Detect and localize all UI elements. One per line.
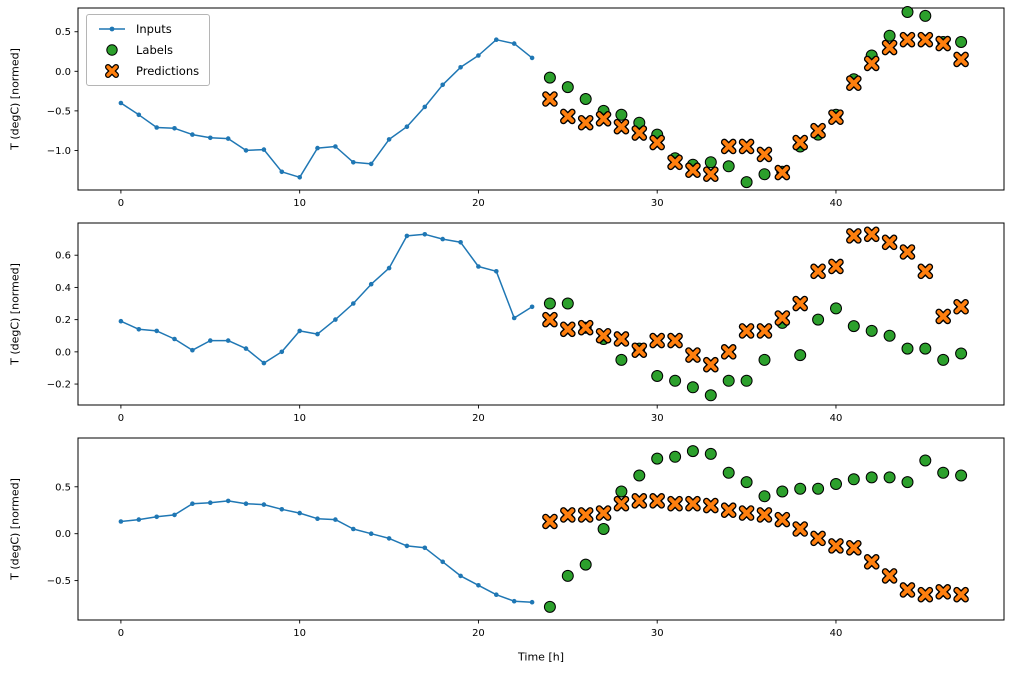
- x-tick-label: 30: [651, 198, 664, 209]
- x-tick-label: 10: [293, 413, 306, 424]
- subplot-1: 0 10 20 30 40 0.5 0.0 −0.5 −1.0: [47, 6, 1005, 209]
- legend-label-predictions: Predictions: [136, 64, 200, 78]
- labels-circle-icon: [106, 44, 118, 56]
- y-tick-label: 0.2: [55, 315, 71, 326]
- ylabel-subplot-2: T (degC) [normed]: [8, 263, 22, 365]
- labels-series: [543, 297, 968, 402]
- x-tick-label: 0: [118, 198, 124, 209]
- y-tick-label: 0.4: [55, 283, 71, 294]
- inputs-series: [118, 498, 535, 605]
- y-tick-label: 0.5: [55, 482, 71, 493]
- predictions-series: [542, 493, 969, 603]
- x-tick-label: 10: [293, 198, 306, 209]
- x-tick-label: 0: [118, 628, 124, 639]
- x-tick-label: 0: [118, 413, 124, 424]
- legend-item-inputs: Inputs: [97, 22, 199, 36]
- subplot-3: 0 10 20 30 40 0.5 0.0 −0.5: [47, 437, 1005, 639]
- x-tick-label: 40: [830, 198, 843, 209]
- x-tick-label: 20: [472, 628, 485, 639]
- y-tick-label: −0.5: [47, 106, 71, 117]
- ylabel-subplot-3: T (degC) [normed]: [8, 478, 22, 580]
- predictions-series: [542, 31, 969, 182]
- ylabel-subplot-1: T (degC) [normed]: [8, 48, 22, 150]
- x-tick-label: 10: [293, 628, 306, 639]
- x-tick-label: 40: [830, 413, 843, 424]
- x-tick-label: 40: [830, 628, 843, 639]
- x-tick-label: 20: [472, 198, 485, 209]
- y-tick-label: 0.6: [55, 251, 71, 262]
- inputs-series: [118, 37, 535, 180]
- xlabel: Time [h]: [518, 650, 564, 664]
- legend-label-inputs: Inputs: [136, 22, 172, 36]
- inputs-series: [118, 232, 535, 366]
- x-tick-label: 30: [651, 413, 664, 424]
- labels-series: [543, 445, 968, 613]
- y-tick-label: 0.5: [55, 27, 71, 38]
- legend: Inputs Labels Predictions: [86, 14, 211, 86]
- predictions-series: [542, 226, 969, 373]
- y-tick-label: 0.0: [55, 67, 71, 78]
- x-tick-label: 20: [472, 413, 485, 424]
- legend-label-labels: Labels: [136, 43, 174, 57]
- y-tick-label: −1.0: [47, 146, 71, 157]
- plot-area: [77, 437, 1005, 621]
- y-tick-label: 0.0: [55, 529, 71, 540]
- plot-area: [77, 222, 1005, 406]
- legend-item-labels: Labels: [97, 43, 199, 57]
- y-tick-label: −0.5: [47, 576, 71, 587]
- plot-area: [77, 7, 1005, 191]
- x-tick-label: 30: [651, 628, 664, 639]
- predictions-x-icon: [105, 64, 119, 78]
- y-tick-label: 0.0: [55, 347, 71, 358]
- inputs-line-icon: [99, 26, 125, 32]
- subplot-2: 0 10 20 30 40 0.6 0.4 0.2 0.0 −0.2: [47, 222, 1005, 424]
- y-tick-label: −0.2: [47, 380, 71, 391]
- legend-item-predictions: Predictions: [97, 64, 199, 78]
